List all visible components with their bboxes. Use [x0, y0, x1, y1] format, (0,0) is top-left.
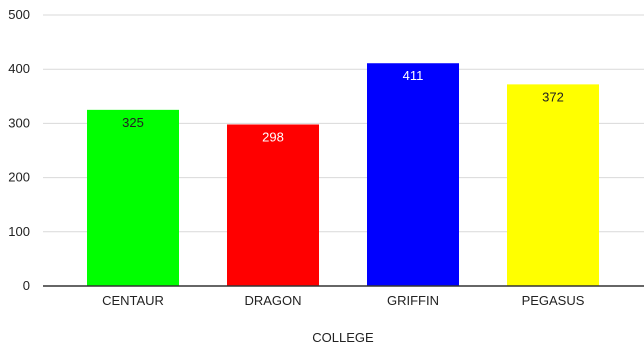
data-label: 325: [122, 115, 144, 130]
bar-griffin: [367, 63, 459, 286]
axes: 0 100 200 300 400 500 CENTAUR DRAGON GRIFFIN PEGA…: [8, 7, 644, 308]
y-tick-label: 500: [8, 7, 30, 22]
x-tick-label: CENTAUR: [102, 293, 164, 308]
bar-dragon: [227, 124, 319, 286]
data-label: 298: [262, 129, 284, 144]
bars: 325 298 411 372: [87, 63, 599, 286]
x-axis-title: COLLEGE: [312, 330, 374, 345]
y-tick-label: 400: [8, 61, 30, 76]
x-tick-label: PEGASUS: [522, 293, 585, 308]
y-tick-label: 300: [8, 115, 30, 130]
data-label: 372: [542, 89, 564, 104]
x-tick-label: DRAGON: [244, 293, 301, 308]
data-label: 411: [403, 68, 424, 83]
bar-pegasus: [507, 84, 599, 286]
y-tick-label: 200: [8, 170, 30, 185]
y-tick-label: 100: [8, 224, 30, 239]
bar-centaur: [87, 109, 179, 286]
x-tick-label: GRIFFIN: [387, 293, 439, 308]
y-tick-label: 0: [23, 278, 30, 293]
